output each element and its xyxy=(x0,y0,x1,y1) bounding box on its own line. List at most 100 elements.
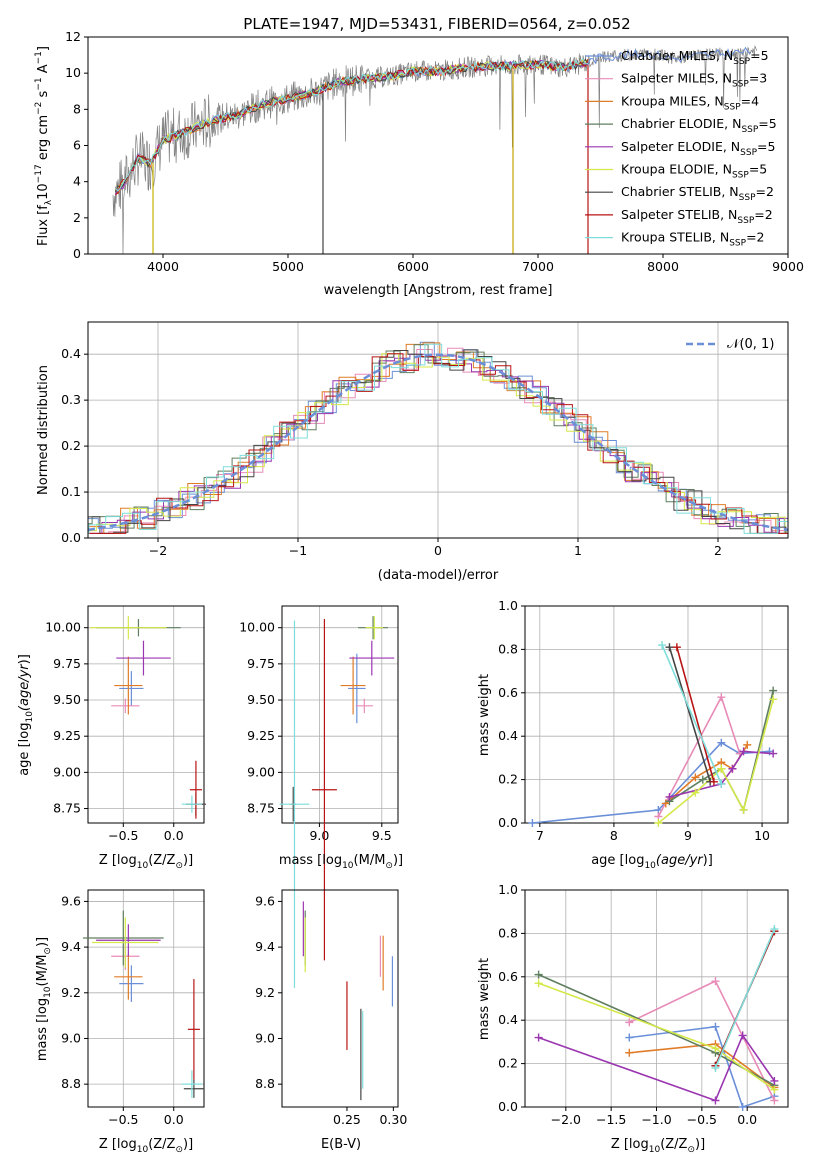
axes-frame xyxy=(87,889,205,1108)
weight-vs-age-panel: 7 8 9 10 0.0 0.2 0.4 0.6 0.8 1.0 xyxy=(498,598,789,843)
y-tick-label: 8.8 xyxy=(255,1076,275,1091)
legend-label-sub: SSP xyxy=(732,80,749,90)
age-vs-mass-panel: 9.0 9.5 8.75 9.00 9.25 9.50 9.75 10.00 xyxy=(239,605,399,988)
y-tick-label: 0.0 xyxy=(498,1099,518,1114)
legend-label: Salpeter ELODIE, NSSP=5 xyxy=(621,139,775,158)
legend-label-main: Chabrier ELODIE, N xyxy=(621,116,741,131)
series-line xyxy=(661,644,723,785)
plus-marker xyxy=(711,1022,720,1031)
error-bar xyxy=(114,656,143,715)
plus-marker xyxy=(691,788,700,797)
y-tick-label: 0.4 xyxy=(498,1012,518,1027)
y-tick-label: 8.75 xyxy=(53,801,81,816)
residual-panel: −2 −1 0 1 2 0.0 0.1 0.2 0.3 0.4 (data-model)/erro… xyxy=(36,321,789,583)
plus-marker xyxy=(738,1103,747,1111)
legend-label-main: Kroupa STELIB, N xyxy=(621,230,729,245)
y-tick-label: 9.2 xyxy=(255,985,275,1000)
plus-marker xyxy=(769,686,778,695)
legend-label: Chabrier STELIB, NSSP=2 xyxy=(621,184,774,203)
weight-z-xlabel: Z [log10(Z/Z⊙)] xyxy=(611,1137,705,1155)
legend-label-sub: SSP xyxy=(741,125,758,135)
x-tick-label: 0.25 xyxy=(333,1112,361,1127)
y-tick-label: 2 xyxy=(73,210,81,225)
plus-marker xyxy=(534,970,543,979)
y-tick-label: 10.00 xyxy=(45,620,81,635)
spectrum-ylabel: Flux [fλ10−17 erg cm−2 s−1 A−1] xyxy=(34,46,54,246)
plus-marker xyxy=(738,1031,747,1040)
x-tick-label: −2.0 xyxy=(551,1112,581,1127)
mass-z-ylabel: mass [log10(M/M⊙)] xyxy=(35,937,53,1061)
x-tick-label: 9.0 xyxy=(309,828,329,843)
residual-legend: 𝒩(0, 1) xyxy=(686,337,774,352)
y-tick-label: 0.8 xyxy=(498,925,518,940)
x-tick-label: 7000 xyxy=(522,259,554,274)
legend-label-main: Chabrier MILES, N xyxy=(621,48,733,63)
legend-label-tail: =2 xyxy=(746,230,764,245)
legend-label-main: Salpeter ELODIE, N xyxy=(621,139,740,154)
y-tick-label: 0.2 xyxy=(498,772,518,787)
plus-marker xyxy=(691,773,700,782)
y-tick-label: 1.0 xyxy=(498,882,518,897)
legend-label-main: Salpeter STELIB, N xyxy=(621,207,737,222)
x-tick-label: −1 xyxy=(289,543,307,558)
y-tick-label: 8.75 xyxy=(247,801,275,816)
x-tick-label: −0.5 xyxy=(687,1112,717,1127)
x-tick-label: −1.5 xyxy=(596,1112,626,1127)
axes-frame xyxy=(87,605,205,824)
plus-marker xyxy=(711,977,720,986)
series-line xyxy=(538,1033,776,1102)
axes-frame xyxy=(524,889,789,1108)
x-tick-label: 9 xyxy=(684,828,692,843)
x-tick-label: 10 xyxy=(754,828,770,843)
y-tick-label: 6 xyxy=(73,138,81,153)
x-tick-label: 9.5 xyxy=(372,828,392,843)
legend-label-sub: SSP xyxy=(737,216,754,226)
error-bar xyxy=(119,965,144,1002)
model-spectrum-line xyxy=(115,59,589,190)
plus-marker xyxy=(534,1033,543,1042)
plus-marker xyxy=(769,695,778,704)
y-tick-label: 8.8 xyxy=(61,1076,81,1091)
plus-marker xyxy=(534,979,543,988)
spectrum-ticks: 4000 5000 6000 7000 8000 9000 0 2 4 6 8 10 12 xyxy=(65,29,804,274)
plus-marker xyxy=(770,925,779,934)
legend-label-sub: SSP xyxy=(733,57,750,67)
y-tick-label: 0.6 xyxy=(498,969,518,984)
legend-label-tail: =5 xyxy=(757,139,775,154)
y-tick-label: 0.3 xyxy=(61,392,81,407)
error-bar xyxy=(279,620,310,988)
error-bar xyxy=(189,760,202,819)
legend-label-tail: =3 xyxy=(749,71,767,86)
histogram-step xyxy=(88,344,788,534)
y-tick-label: 9.6 xyxy=(255,893,275,908)
plus-marker xyxy=(769,749,778,758)
legend-label: Kroupa ELODIE, NSSP=5 xyxy=(621,162,767,181)
legend-label-tail: =5 xyxy=(758,116,776,131)
error-bar xyxy=(181,795,202,813)
error-bar xyxy=(82,910,164,966)
error-bar xyxy=(96,924,161,957)
y-tick-label: 12 xyxy=(65,29,81,44)
weight-age-ylabel: mass weight xyxy=(477,674,492,756)
x-tick-label: 6000 xyxy=(397,259,429,274)
y-tick-label: 9.2 xyxy=(61,985,81,1000)
model-spectrum-line xyxy=(115,58,589,196)
x-tick-label: 0.0 xyxy=(164,828,184,843)
legend-label: Chabrier MILES, NSSP=5 xyxy=(621,48,769,67)
age-mass-xlabel: mass [log10(M/M⊙)] xyxy=(279,853,403,871)
plus-marker xyxy=(770,1085,779,1094)
plus-marker xyxy=(717,693,726,702)
age-z-xlabel: Z [log10(Z/Z⊙)] xyxy=(99,853,193,871)
plus-marker xyxy=(665,792,674,801)
y-tick-label: 0.2 xyxy=(61,438,81,453)
y-tick-label: 9.50 xyxy=(247,692,275,707)
legend-label: Kroupa MILES, NSSP=4 xyxy=(621,93,759,112)
y-tick-label: 0.6 xyxy=(498,685,518,700)
error-bar xyxy=(365,616,384,640)
y-tick-label: 0.4 xyxy=(498,728,518,743)
legend-label: Salpeter MILES, NSSP=3 xyxy=(621,71,767,90)
axes-frame xyxy=(281,889,399,1108)
y-tick-label: 1.0 xyxy=(498,598,518,613)
legend-label-sub: SSP xyxy=(740,148,757,158)
